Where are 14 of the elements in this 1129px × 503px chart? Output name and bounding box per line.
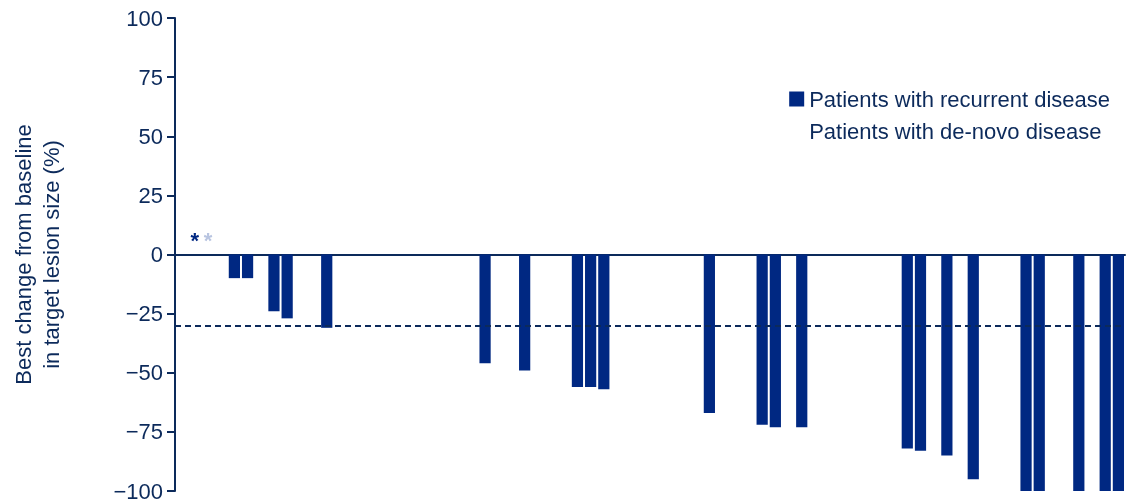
y-tick-label: 50 [138,123,163,149]
y-tick-label: 75 [138,64,163,90]
y-axis-title: Best change from baseline in target lesion size (%) [10,124,64,385]
annotation: * [203,228,213,253]
y-tick-label: −100 [113,478,163,503]
y-tick-label: −50 [125,360,163,386]
text: Patients with de-novo disease [809,118,1102,144]
y-tick-label: 25 [138,182,163,208]
y-tick-label: −75 [125,419,163,445]
y-tick-label: −25 [125,301,163,327]
legend-label: Patients with recurrent disease [809,86,1111,112]
annotation: * [190,228,200,253]
y-tick-label: 100 [126,5,163,31]
y-tick-label: 0 [150,242,163,267]
